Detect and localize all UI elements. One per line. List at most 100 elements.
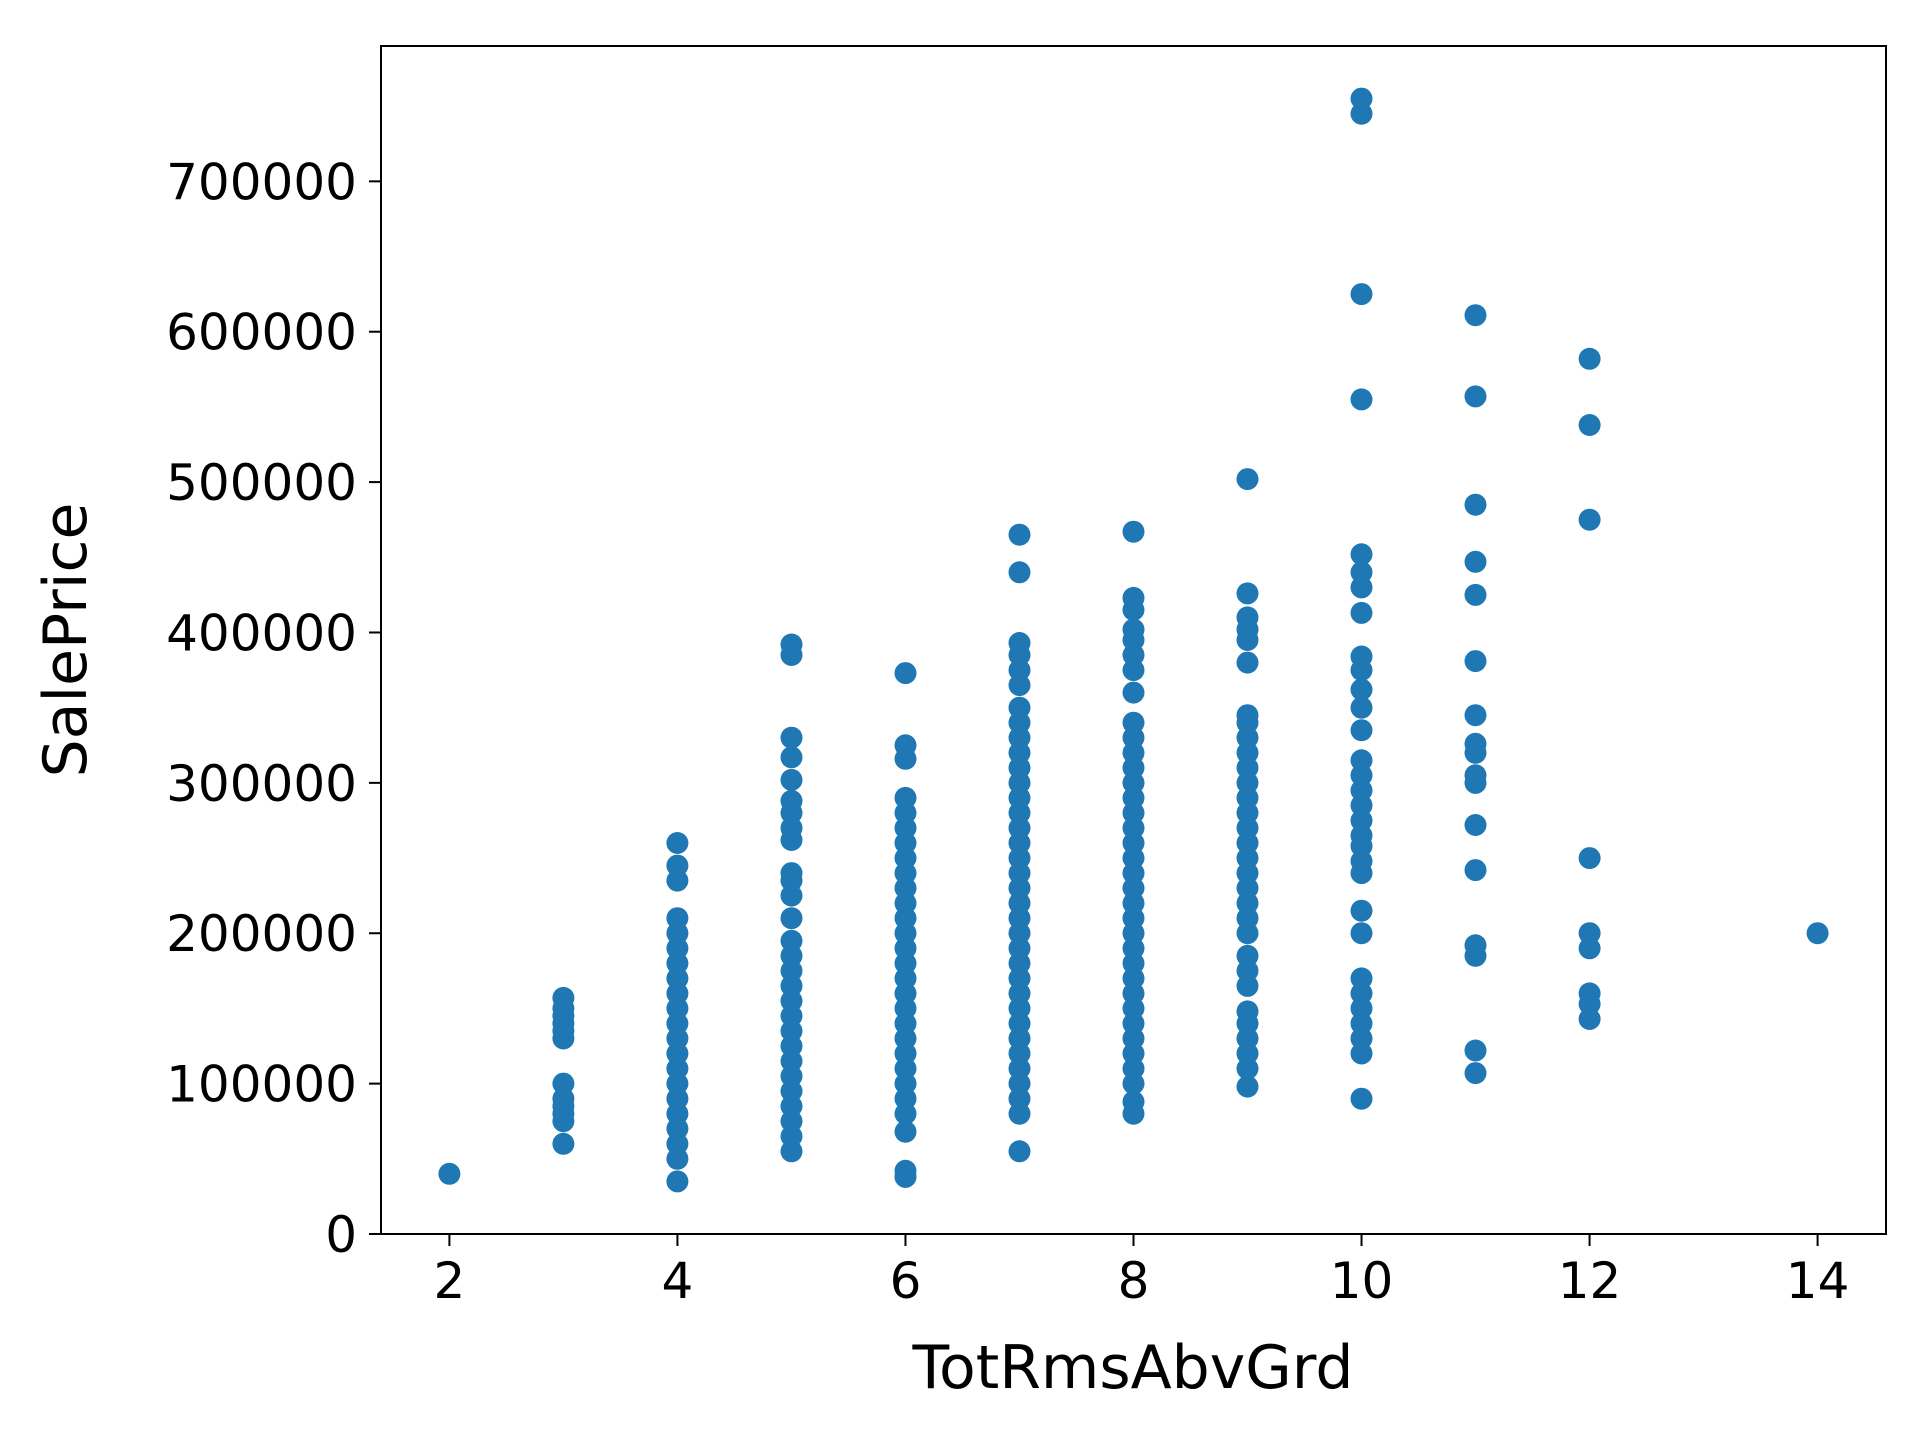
data-point — [780, 817, 803, 839]
data-point — [780, 929, 803, 952]
data-point — [1122, 1012, 1145, 1035]
data-point — [1578, 982, 1601, 1005]
data-point — [894, 1057, 917, 1080]
data-point — [666, 1132, 689, 1155]
data-point — [780, 1020, 803, 1042]
data-point — [1464, 1039, 1487, 1062]
data-point — [780, 633, 803, 656]
data-point — [1464, 493, 1487, 516]
data-point — [780, 789, 803, 812]
x-tick-label: 12 — [1558, 1252, 1622, 1310]
data-point — [894, 892, 917, 915]
data-point — [1236, 892, 1259, 915]
data-point — [1464, 385, 1487, 408]
data-point — [1236, 606, 1259, 629]
data-point — [1350, 645, 1373, 668]
data-point — [1122, 659, 1145, 682]
data-point — [1122, 618, 1145, 641]
data-point — [1350, 388, 1373, 411]
y-tick-label: 400000 — [166, 604, 357, 662]
data-point — [1806, 922, 1829, 945]
data-point — [780, 746, 803, 769]
data-point — [1122, 892, 1145, 915]
data-point — [1008, 741, 1031, 764]
data-point — [666, 1170, 689, 1193]
data-point — [780, 768, 803, 791]
data-point — [666, 1057, 689, 1080]
x-tick-label: 2 — [434, 1252, 466, 1310]
data-point — [1578, 347, 1601, 370]
scatter-points — [438, 87, 1829, 1193]
data-point — [1578, 937, 1601, 960]
x-axis: 2 4 6 8 10 12 14 — [434, 1234, 1849, 1310]
data-point — [1236, 704, 1259, 727]
data-point — [1464, 732, 1487, 755]
data-point — [1350, 850, 1373, 873]
data-point — [1464, 814, 1487, 836]
data-point — [1350, 899, 1373, 922]
data-point — [1008, 632, 1031, 654]
data-point — [666, 967, 689, 990]
data-point — [1236, 741, 1259, 764]
data-point — [780, 907, 803, 930]
data-point — [1350, 749, 1373, 772]
y-tick-label: 700000 — [166, 153, 357, 211]
data-point — [1122, 967, 1145, 990]
data-point — [1008, 892, 1031, 915]
data-point — [1122, 937, 1145, 960]
y-axis-label: SalePrice — [31, 503, 101, 778]
data-point — [552, 1072, 575, 1095]
data-point — [1350, 576, 1373, 599]
y-tick-label: 600000 — [166, 304, 357, 362]
data-point — [1008, 561, 1031, 584]
data-point — [1464, 1062, 1487, 1085]
x-tick-label: 10 — [1330, 1252, 1394, 1310]
data-point — [1350, 601, 1373, 624]
data-point — [1236, 1075, 1259, 1098]
data-point — [552, 1132, 575, 1155]
data-point — [1236, 1057, 1259, 1080]
data-point — [1350, 678, 1373, 701]
data-point — [1008, 771, 1031, 794]
data-point — [1464, 583, 1487, 606]
data-point — [1464, 650, 1487, 673]
data-point — [438, 1162, 461, 1185]
x-axis-label: TotRmsAbvGrd — [912, 1333, 1354, 1403]
data-point — [894, 786, 917, 809]
data-point — [552, 1087, 575, 1110]
data-point — [1122, 847, 1145, 870]
data-point — [1464, 704, 1487, 727]
data-point — [552, 986, 575, 1009]
data-point — [1350, 102, 1373, 125]
data-point — [1236, 582, 1259, 605]
data-point — [1464, 859, 1487, 882]
data-point — [1350, 561, 1373, 584]
y-axis: 0 100000 200000 300000 400000 500000 600000 700… — [166, 153, 381, 1264]
data-point — [1008, 696, 1031, 719]
x-tick-label: 8 — [1118, 1252, 1150, 1310]
data-point — [1236, 817, 1259, 839]
y-tick-label: 300000 — [166, 755, 357, 813]
data-point — [1236, 771, 1259, 794]
data-point — [780, 1125, 803, 1148]
data-point — [1122, 711, 1145, 734]
data-point — [1464, 304, 1487, 327]
data-point — [1350, 809, 1373, 832]
data-point — [1236, 1000, 1259, 1023]
data-point — [1236, 944, 1259, 967]
data-point — [1578, 1008, 1601, 1030]
data-point — [1122, 1090, 1145, 1113]
data-point — [1350, 967, 1373, 990]
data-point — [1008, 937, 1031, 960]
y-tick-label: 200000 — [166, 905, 357, 963]
data-point — [1578, 847, 1601, 870]
data-point — [1350, 87, 1373, 110]
data-point — [780, 974, 803, 997]
data-point — [666, 907, 689, 930]
data-point — [1008, 1057, 1031, 1080]
data-point — [894, 847, 917, 870]
data-point — [894, 1120, 917, 1143]
data-point — [1122, 1057, 1145, 1080]
data-point — [666, 937, 689, 960]
